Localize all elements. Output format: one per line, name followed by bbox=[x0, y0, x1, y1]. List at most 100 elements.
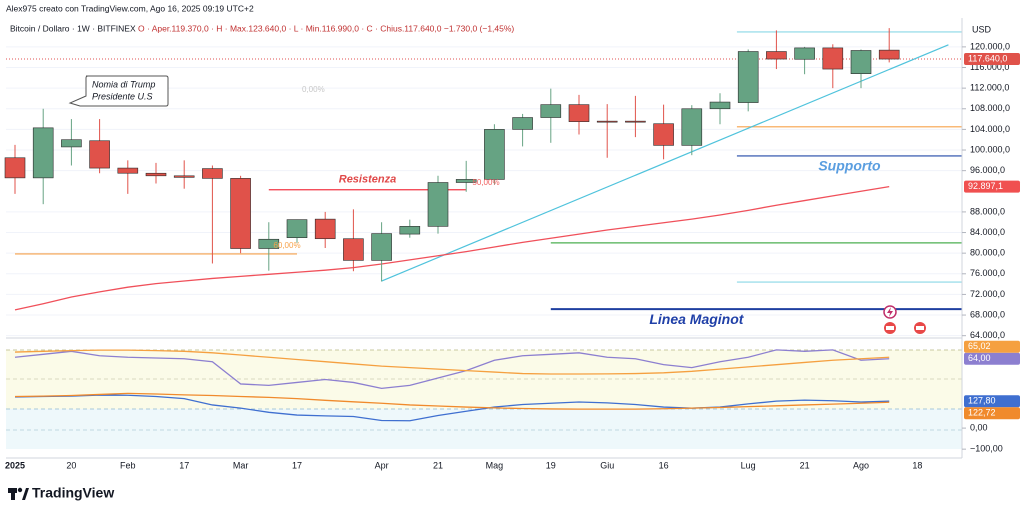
x-tick-label: 18 bbox=[912, 460, 922, 470]
candle-body bbox=[512, 117, 533, 130]
candle-body bbox=[455, 179, 477, 183]
y-tick-label: 64.000,0 bbox=[970, 330, 1005, 340]
price-tag-label: 122,72 bbox=[968, 408, 996, 418]
candle-body bbox=[343, 238, 364, 261]
candle-body bbox=[371, 233, 392, 261]
candle-body bbox=[850, 50, 872, 74]
x-tick-label: Feb bbox=[120, 460, 136, 470]
candle-body bbox=[399, 226, 421, 235]
candle-body bbox=[230, 178, 251, 249]
candle-body bbox=[653, 123, 674, 146]
x-tick-label: 21 bbox=[800, 460, 810, 470]
pane-band bbox=[6, 409, 962, 449]
currency: USD bbox=[972, 24, 992, 34]
plot-layer bbox=[4, 28, 962, 337]
callout-text: Presidente U.S bbox=[92, 91, 153, 101]
candle-body bbox=[145, 172, 167, 177]
level-label: Resistenza bbox=[339, 174, 396, 186]
candle-body bbox=[794, 47, 815, 60]
brand: TradingView bbox=[32, 485, 114, 501]
y-tick-label: 108.000,0 bbox=[970, 103, 1010, 113]
price-tag-label: 92.897,1 bbox=[968, 181, 1003, 191]
pane-tick-label: −100,00 bbox=[970, 444, 1003, 454]
y-tick-label: 68.000,0 bbox=[970, 309, 1005, 319]
y-tick-label: 84.000,0 bbox=[970, 227, 1005, 237]
pane-line bbox=[14, 394, 890, 422]
x-tick-label: Lug bbox=[741, 460, 756, 470]
fib-label: 0,00% bbox=[302, 85, 325, 94]
candle-body bbox=[32, 127, 54, 179]
candle-body bbox=[286, 219, 308, 238]
logo bbox=[8, 487, 29, 500]
candle-body bbox=[173, 175, 195, 178]
y-tick-label: 76.000,0 bbox=[970, 268, 1005, 278]
y-tick-label: 88.000,0 bbox=[970, 206, 1005, 216]
y-tick-label: 120.000,0 bbox=[970, 41, 1010, 51]
x-tick-label: Mar bbox=[233, 460, 249, 470]
callout bbox=[68, 75, 169, 107]
price-tag bbox=[964, 180, 1020, 193]
candle-body bbox=[766, 51, 787, 60]
candle-body bbox=[202, 168, 223, 179]
chart-title: Bitcoin / Dollaro · 1W · BITFINEX bbox=[10, 23, 136, 33]
candle-body bbox=[314, 218, 336, 240]
candle-body bbox=[709, 101, 731, 110]
y-tick-label: 100.000,0 bbox=[970, 144, 1010, 154]
event-icons bbox=[883, 305, 926, 334]
level-label: Linea Maginot bbox=[649, 311, 744, 327]
x-tick-label: 19 bbox=[546, 460, 556, 470]
price-tag bbox=[964, 53, 1020, 66]
candle-body bbox=[427, 182, 449, 227]
price-tag bbox=[964, 340, 1020, 353]
x-tick-label: Giu bbox=[600, 460, 614, 470]
pane-tick-label: 0,00 bbox=[970, 422, 988, 432]
trendline bbox=[381, 44, 949, 282]
y-tick-label: 80.000,0 bbox=[970, 248, 1005, 258]
price-tag-label: 127,80 bbox=[968, 396, 996, 406]
level-label: Supporto bbox=[818, 158, 881, 174]
candle-body bbox=[681, 108, 703, 146]
candle-body bbox=[258, 238, 280, 249]
pane-line bbox=[14, 349, 890, 375]
x-tick-label: 20 bbox=[66, 460, 76, 470]
y-tick-label: 104.000,0 bbox=[970, 124, 1010, 134]
x-tick-label: 17 bbox=[179, 460, 189, 470]
price-tag-label: 117.640,0 bbox=[968, 53, 1007, 63]
x-tick-label: Mag bbox=[486, 460, 504, 470]
callout-text: Nomia di Trump bbox=[92, 79, 155, 89]
pane-line bbox=[14, 349, 890, 390]
price-tag bbox=[964, 352, 1020, 365]
x-tick-label: Ago bbox=[853, 460, 869, 470]
candle-body bbox=[89, 140, 110, 169]
candle-body bbox=[568, 104, 590, 122]
candle-body bbox=[625, 120, 646, 123]
candle-body bbox=[822, 47, 844, 70]
price-tag-label: 64,00 bbox=[968, 353, 991, 363]
price-tag bbox=[964, 395, 1020, 408]
candle-body bbox=[117, 167, 139, 174]
x-tick-label: Apr bbox=[375, 460, 389, 470]
pane-line bbox=[14, 392, 890, 410]
y-tick-label: 96.000,0 bbox=[970, 165, 1005, 175]
price-tag bbox=[964, 407, 1020, 420]
moving-average bbox=[14, 186, 890, 311]
candle-body bbox=[878, 49, 900, 60]
x-tick-label: 21 bbox=[433, 460, 443, 470]
y-tick-label: 116.000,0 bbox=[970, 62, 1009, 72]
y-tick-label: 72.000,0 bbox=[970, 289, 1005, 299]
fib-label: 50,00% bbox=[472, 178, 499, 187]
level-label: 60,00% bbox=[273, 241, 300, 250]
candle-body bbox=[484, 129, 505, 180]
candle-body bbox=[61, 139, 82, 148]
candle-body bbox=[737, 51, 759, 103]
candle-body bbox=[4, 157, 26, 179]
author: Alex975 creato con TradingView.com, Ago … bbox=[6, 3, 254, 13]
x-tick-label: 2025 bbox=[5, 460, 25, 470]
price-tag-label: 65,02 bbox=[968, 341, 991, 351]
ohlc-text: O · Aper.119.370,0 · H · Max.123.640,0 ·… bbox=[138, 23, 514, 33]
x-tick-label: 16 bbox=[659, 460, 669, 470]
y-tick-label: 112.000,0 bbox=[970, 83, 1009, 93]
candle-body bbox=[596, 120, 618, 123]
x-tick-label: 17 bbox=[292, 460, 302, 470]
